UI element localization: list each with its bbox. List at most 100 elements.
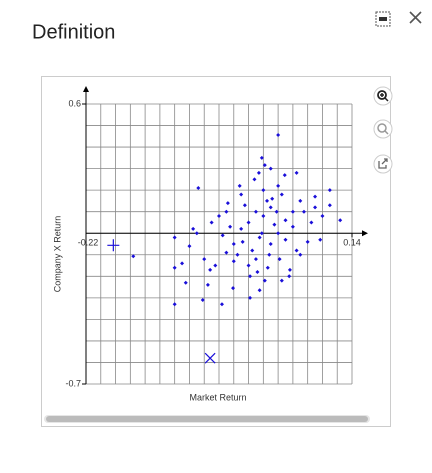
point	[290, 224, 295, 229]
point	[318, 237, 323, 242]
point	[253, 209, 258, 214]
pop-out[interactable]	[373, 154, 393, 174]
point	[213, 263, 218, 268]
point	[231, 259, 236, 264]
x-axis-label: Market Return	[189, 392, 246, 402]
point	[327, 188, 332, 193]
point	[276, 183, 281, 188]
point	[261, 214, 266, 218]
point	[208, 267, 213, 272]
point	[194, 231, 199, 236]
point	[283, 218, 288, 223]
point	[259, 231, 264, 236]
point	[279, 192, 284, 197]
point	[265, 198, 270, 203]
point	[283, 237, 288, 242]
point	[298, 198, 303, 203]
point	[272, 222, 277, 227]
point	[262, 163, 267, 168]
point	[224, 209, 229, 214]
point	[294, 170, 299, 175]
point	[287, 274, 292, 279]
point	[338, 218, 343, 223]
point	[196, 186, 201, 190]
x-axis-arrow	[362, 230, 368, 237]
point	[279, 278, 284, 283]
point	[239, 192, 244, 197]
point	[172, 302, 177, 307]
point	[191, 226, 196, 231]
point	[183, 280, 188, 285]
y-tick-label: 0.6	[68, 98, 81, 108]
y-tick-label: -0.7	[65, 378, 81, 388]
point	[237, 183, 242, 188]
point	[290, 209, 295, 214]
point	[200, 298, 205, 302]
marker-cross	[204, 352, 216, 364]
point	[327, 203, 332, 208]
point	[276, 133, 281, 138]
zoom-in[interactable]	[373, 86, 393, 106]
point	[276, 231, 281, 236]
point	[228, 224, 233, 229]
point	[235, 252, 240, 257]
point	[224, 250, 229, 255]
point	[309, 220, 314, 225]
point	[248, 274, 253, 279]
point	[240, 239, 245, 244]
point	[220, 233, 225, 238]
point	[265, 265, 270, 270]
point	[268, 242, 273, 246]
point	[261, 188, 266, 193]
point	[242, 203, 247, 208]
point	[231, 242, 236, 246]
point	[298, 252, 303, 257]
point	[252, 177, 257, 182]
y-axis-label: Company X Return	[52, 216, 62, 293]
point	[282, 173, 287, 178]
point	[267, 252, 272, 257]
point	[246, 263, 251, 268]
point	[253, 257, 258, 262]
dialog-title: Definition	[32, 21, 115, 43]
x-tick-label: 0.14	[343, 238, 361, 248]
point	[172, 235, 177, 240]
point	[205, 282, 210, 287]
point	[239, 226, 244, 231]
point	[219, 302, 224, 307]
chart-panel	[41, 76, 391, 427]
point	[287, 267, 292, 272]
zoom-out[interactable]	[373, 119, 393, 139]
point	[231, 286, 236, 291]
point	[268, 166, 273, 171]
close-button[interactable]	[409, 11, 422, 24]
y-axis-arrow	[83, 86, 89, 92]
point	[209, 220, 214, 225]
point	[180, 261, 185, 266]
x-tick-label: -0.22	[78, 238, 99, 248]
point	[255, 270, 260, 274]
point	[187, 244, 192, 249]
point	[225, 201, 230, 206]
point	[262, 278, 267, 283]
scrollbar[interactable]	[46, 416, 368, 422]
point	[268, 205, 273, 210]
point	[274, 209, 279, 214]
point	[202, 257, 207, 262]
point	[257, 288, 262, 293]
point	[217, 214, 221, 218]
point	[313, 205, 318, 210]
minimize-icon	[379, 17, 387, 21]
point	[294, 248, 299, 253]
point	[250, 248, 255, 253]
point	[131, 254, 136, 259]
point	[313, 194, 318, 199]
point	[248, 295, 253, 300]
point	[172, 265, 177, 270]
point	[270, 196, 275, 201]
point	[277, 257, 282, 262]
point	[257, 235, 262, 240]
point	[256, 170, 261, 175]
